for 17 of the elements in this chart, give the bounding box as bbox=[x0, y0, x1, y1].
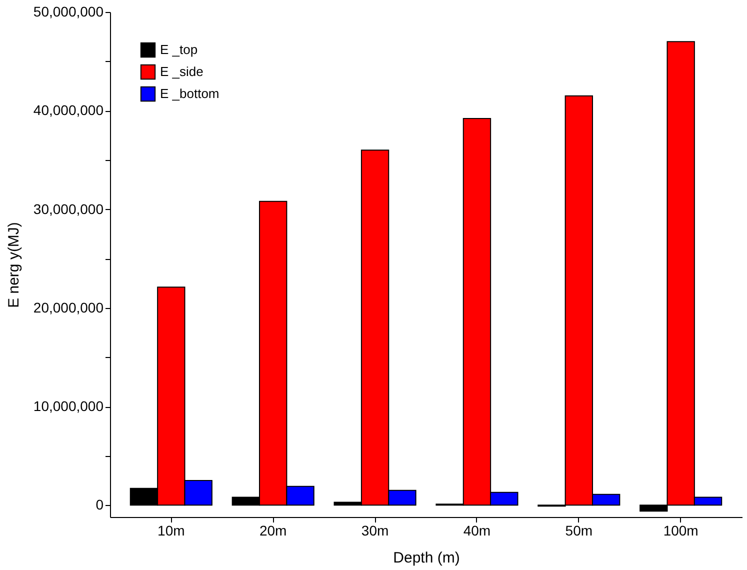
legend-label: E _bottom bbox=[160, 86, 220, 101]
x-tick-label: 50m bbox=[565, 522, 593, 538]
y-axis-title: E nerg y(MJ) bbox=[5, 222, 22, 308]
legend-label: E _top bbox=[160, 42, 198, 57]
x-tick-label: 30m bbox=[361, 522, 389, 538]
y-tick-label: 0 bbox=[96, 496, 104, 513]
x-tick-label: 10m bbox=[158, 522, 185, 538]
y-tick-label: 40,000,000 bbox=[33, 102, 104, 118]
x-tick-label: 20m bbox=[259, 522, 287, 538]
x-tick-label: 100m bbox=[663, 522, 698, 538]
y-tick-label: 10,000,000 bbox=[33, 398, 104, 414]
legend-label: E _side bbox=[160, 64, 204, 79]
y-tick-label: 20,000,000 bbox=[33, 299, 104, 316]
y-tick-label: 30,000,000 bbox=[33, 200, 104, 217]
x-axis-title: Depth (m) bbox=[393, 550, 460, 566]
y-tick-label: 50,000,000 bbox=[33, 4, 104, 20]
x-tick-label: 40m bbox=[463, 522, 491, 538]
